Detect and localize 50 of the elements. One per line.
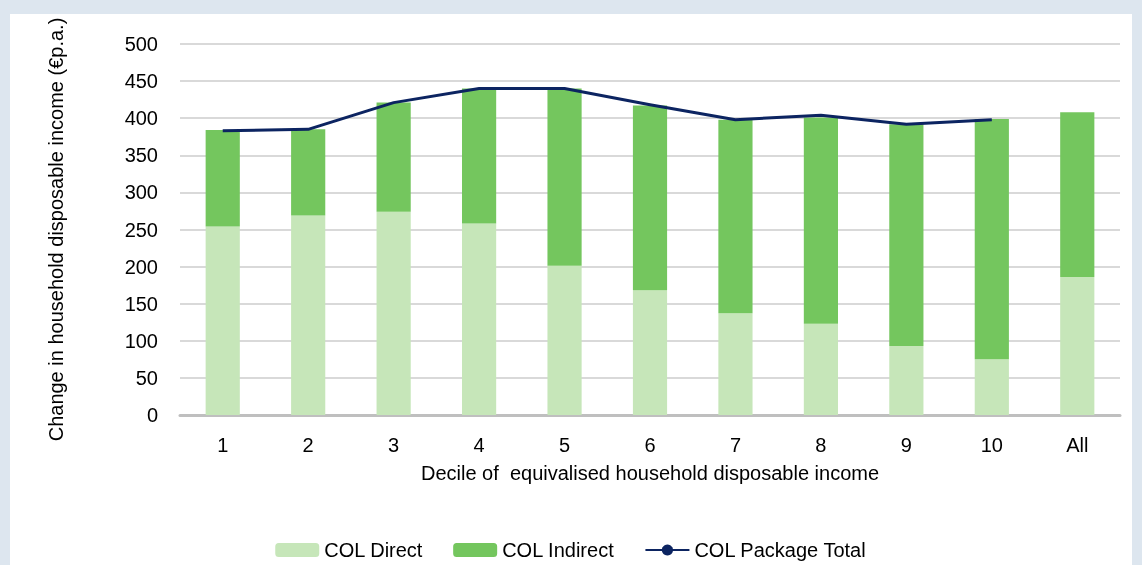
y-tick-label: 0 — [146, 404, 158, 426]
x-tick-label: 3 — [388, 434, 400, 456]
y-tick-label: 350 — [124, 144, 158, 167]
bar — [376, 211, 411, 415]
bar — [974, 118, 1009, 360]
x-tick-label: 2 — [302, 434, 314, 456]
line-series — [221, 87, 994, 133]
bar — [803, 323, 838, 415]
legend-label: COL Indirect — [502, 539, 615, 561]
bar — [974, 359, 1009, 415]
bar — [376, 102, 411, 212]
x-tick-label: 1 — [217, 434, 229, 456]
y-tick-label: 50 — [135, 366, 158, 389]
y-tick-label: 200 — [124, 255, 158, 278]
bar — [205, 130, 240, 227]
y-tick-label: 150 — [124, 292, 158, 315]
x-tick-label: 10 — [980, 434, 1003, 456]
bar — [462, 223, 497, 415]
bar — [291, 215, 326, 415]
bar — [632, 290, 668, 415]
x-tick-label: 8 — [815, 434, 827, 456]
y-tick-label: 250 — [124, 218, 158, 241]
bar — [1060, 276, 1095, 415]
bar — [547, 265, 582, 415]
bar — [462, 88, 497, 224]
bar — [291, 129, 326, 216]
y-tick-label: 100 — [124, 329, 158, 352]
bar — [718, 119, 753, 314]
x-tick-label: 4 — [473, 434, 485, 456]
bar — [632, 105, 668, 291]
y-tick-label: 500 — [124, 33, 158, 55]
x-tick-label: All — [1066, 434, 1089, 456]
y-tick-label: 300 — [124, 181, 158, 204]
bar — [547, 88, 582, 266]
x-tick-label: 7 — [729, 434, 742, 456]
legend-label: COL Direct — [324, 539, 423, 561]
bar — [803, 117, 838, 324]
bar — [889, 124, 924, 346]
legend-label: COL Package Total — [694, 539, 866, 561]
x-tick-label: 9 — [900, 434, 912, 456]
bar — [1060, 112, 1095, 277]
y-tick-label: 450 — [124, 70, 158, 93]
y-axis-title: Change in household disposable income (€p.a.) — [45, 17, 67, 442]
x-tick-label: 6 — [644, 434, 656, 456]
bar — [205, 226, 240, 415]
x-tick-label: 5 — [558, 434, 571, 456]
bar — [718, 313, 753, 415]
x-axis-title: Decile of equivalised household disposable income — [420, 462, 880, 484]
bar — [889, 345, 924, 415]
y-tick-label: 400 — [124, 107, 158, 130]
